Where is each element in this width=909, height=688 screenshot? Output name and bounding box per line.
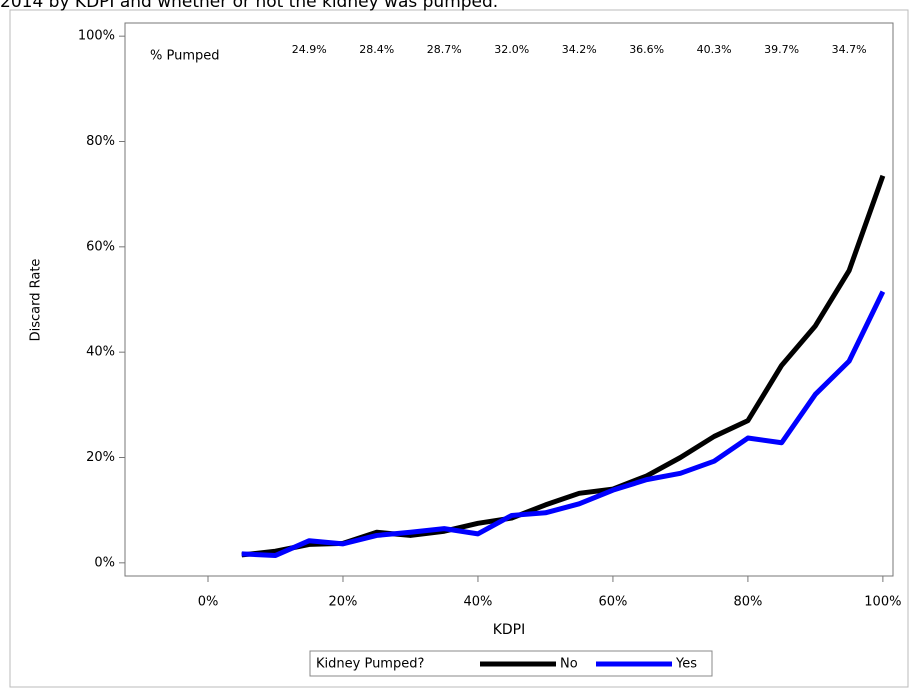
annotation-value: 32.0% [494, 43, 529, 56]
annotation-value: 34.2% [562, 43, 597, 56]
annotation-value: 40.3% [697, 43, 732, 56]
annotation-value: 24.9% [292, 43, 327, 56]
y-tick-label: 100% [78, 29, 115, 44]
frame [9, 9, 909, 688]
x-tick-label: 20% [329, 595, 358, 610]
legend-label: No [560, 657, 578, 672]
annotation-value: 28.7% [427, 43, 462, 56]
y-tick-label: 40% [86, 345, 115, 360]
annotation-value: 28.4% [359, 43, 394, 56]
plot-area [124, 22, 894, 577]
annotation-value: 36.6% [629, 43, 664, 56]
y-tick-label: 0% [94, 555, 115, 570]
x-tick-label: 80% [733, 595, 762, 610]
annotation-label: % Pumped [150, 49, 220, 64]
x-tick-label: 100% [864, 595, 901, 610]
y-tick-label: 20% [86, 450, 115, 465]
annotation-value: 39.7% [764, 43, 799, 56]
legend-title: Kidney Pumped? [316, 657, 424, 672]
x-tick-label: 0% [198, 595, 219, 610]
series-line [241, 290, 886, 558]
x-tick-label: 60% [598, 595, 627, 610]
x-tick-label: 40% [464, 595, 493, 610]
chart-title: 2014 by KDPI and whether or not the kidn… [0, 0, 498, 12]
legend-label: Yes [675, 657, 697, 672]
y-tick-label: 80% [86, 134, 115, 149]
y-axis-label: Discard Rate [29, 259, 44, 342]
x-axis-label: KDPI [493, 622, 526, 638]
y-tick-label: 60% [86, 239, 115, 254]
series-line [241, 174, 886, 558]
annotation-value: 34.7% [832, 43, 867, 56]
